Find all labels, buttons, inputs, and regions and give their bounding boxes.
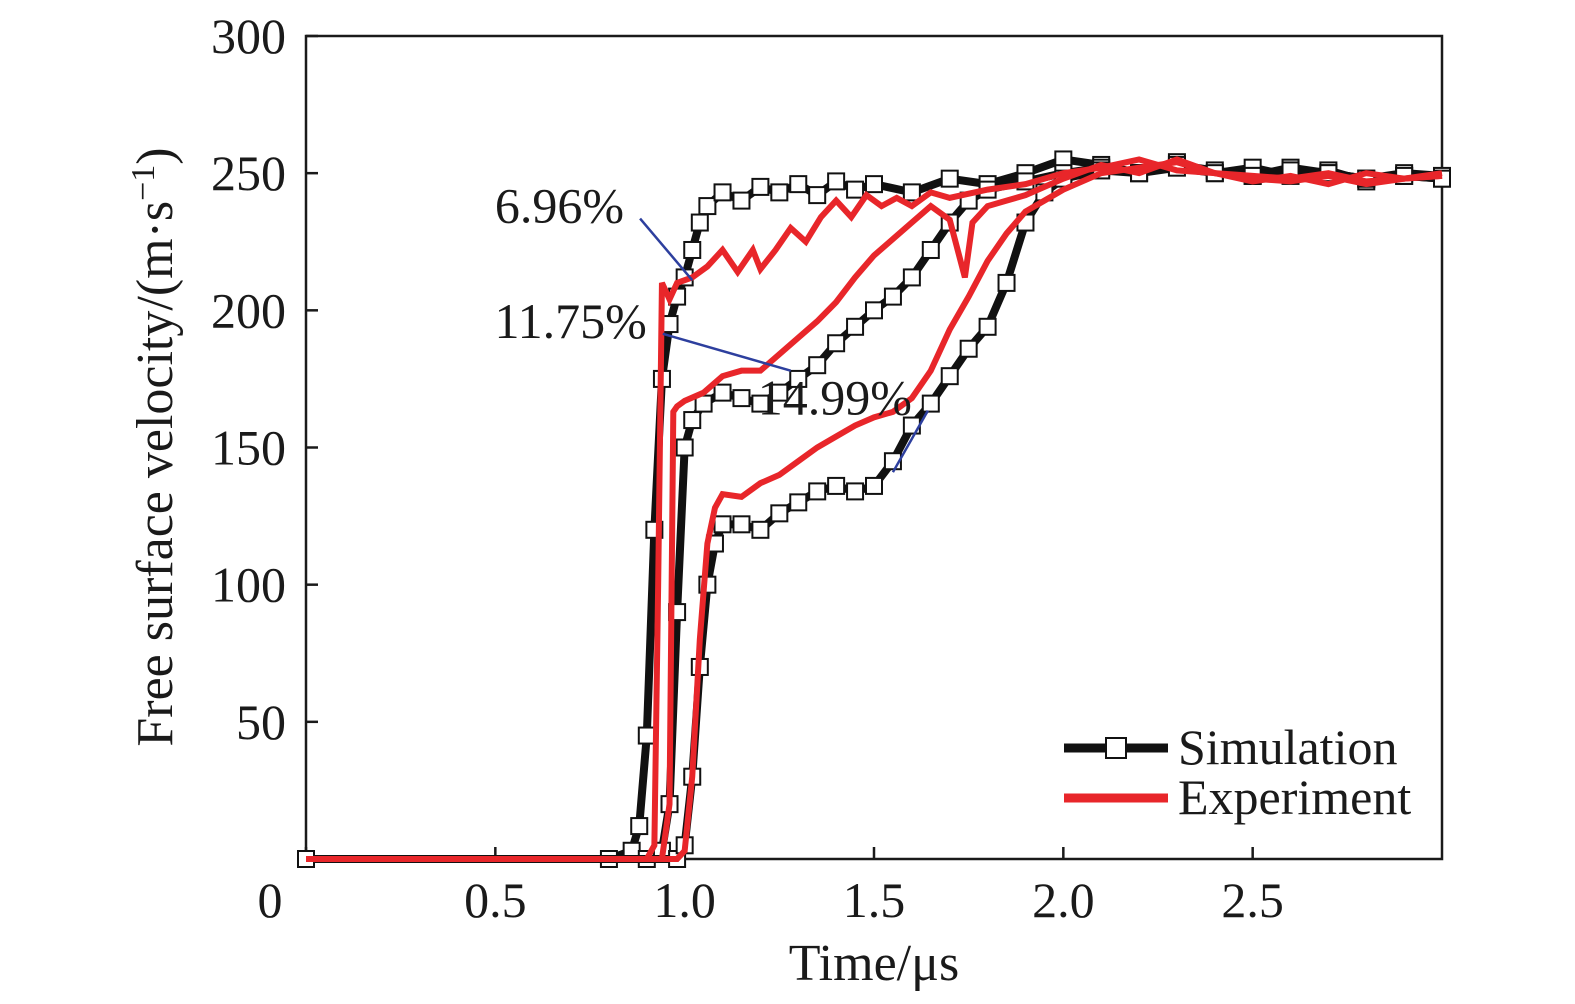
x-axis-label: Time/μs [789,935,959,992]
y-axis-label-close: ) [127,147,184,164]
annotation-pointer [639,217,694,281]
annotation-label: 11.75% [495,293,647,349]
y-axis-label-exponent: −1 [125,165,162,201]
annotations-layer: 6.96% 11.75% 14.99% [495,178,929,473]
y-tick-label: 250 [211,145,286,201]
legend-simulation-marker [1105,737,1127,759]
annotation-label: 14.99% [758,370,912,426]
data-point [789,493,808,512]
data-point [789,369,808,388]
data-point [940,367,959,386]
x-tick-label: 0.5 [464,872,527,928]
data-point [827,172,846,191]
data-point [902,183,921,202]
series-line-experiment-1499 [306,159,1443,862]
y-tick-label: 300 [211,8,286,64]
data-point [751,394,770,413]
data-point [921,240,940,259]
data-point [698,197,717,216]
data-point [683,240,702,259]
data-point [921,394,940,413]
data-point [732,515,751,534]
data-point [827,476,846,495]
x-tick-label: 0 [258,872,283,928]
y-tick-label: 100 [211,557,286,613]
data-point [883,287,902,306]
data-point [630,817,649,836]
legend: Simulation Experiment [1064,719,1411,825]
data-point [713,515,732,534]
data-point [683,411,702,430]
data-point [808,482,827,501]
data-point [713,383,732,402]
data-point [789,175,808,194]
y-axis-label: Free surface velocity/(m·s−1) [125,147,184,746]
data-point [690,213,709,232]
annotation-pointer [891,409,929,473]
data-point [808,186,827,205]
data-point [751,177,770,196]
data-point [959,339,978,358]
data-point [770,504,789,523]
data-point [846,180,865,199]
y-tick-label: 50 [236,694,286,750]
y-axis-label-text: Free surface velocity/(m·s [127,201,184,747]
legend-experiment-label: Experiment [1178,769,1411,825]
y-tick-label: 200 [211,282,286,338]
annotation-pointer [662,332,792,372]
data-point [827,334,846,353]
data-point [865,175,883,194]
x-tick-label: 2.5 [1221,872,1284,928]
data-point [732,191,751,210]
ticks-layer: 0 0.5 1.0 1.5 2.0 2.5 50 100 150 200 250 300 [211,8,1284,928]
series-layer [297,150,1451,868]
x-tick-label: 1.0 [653,872,716,928]
x-tick-label: 1.5 [843,872,906,928]
data-point [713,183,732,202]
data-point [751,520,770,539]
data-point [846,317,865,336]
data-point [865,476,883,495]
data-point [675,438,694,457]
data-point [732,389,751,408]
y-tick-label: 150 [211,420,286,476]
data-point [770,383,789,402]
x-tick-label: 2.0 [1032,872,1095,928]
data-point [637,726,656,745]
legend-simulation-label: Simulation [1178,719,1397,775]
data-point [940,169,959,188]
data-point [770,183,789,202]
data-point [902,268,921,287]
data-point [808,356,827,375]
annotation-label: 6.96% [495,178,624,234]
data-point [978,317,997,336]
data-point [846,482,865,501]
data-point [865,301,883,320]
data-point [997,273,1016,292]
